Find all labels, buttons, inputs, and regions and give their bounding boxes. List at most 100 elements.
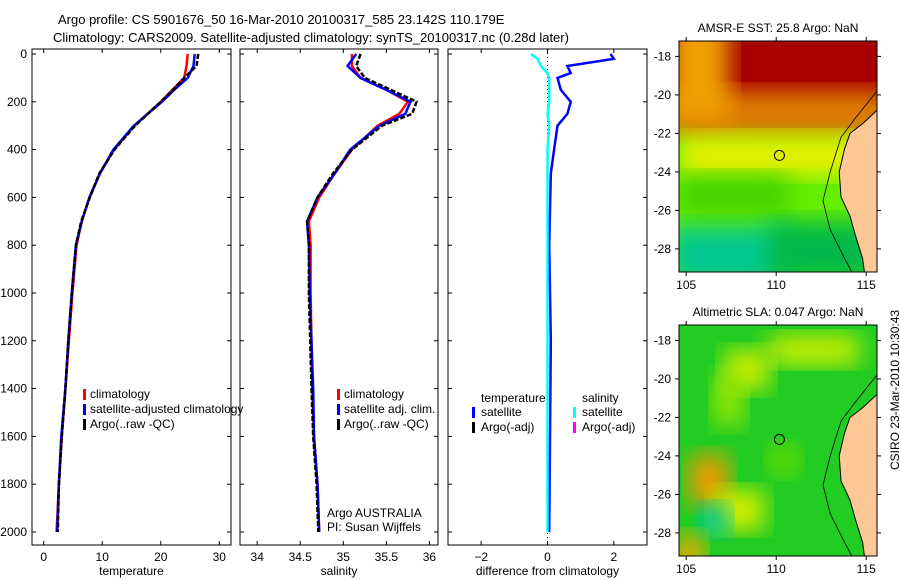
field-patch xyxy=(679,535,704,556)
x-axis-label: salinity xyxy=(321,564,358,578)
series-line-satellite-adjusted-climatology xyxy=(55,53,196,533)
legend-swatch xyxy=(337,389,340,400)
axes-box xyxy=(31,48,232,546)
field-patch xyxy=(699,505,729,535)
map-field xyxy=(679,325,877,556)
legend-label: climatology xyxy=(344,387,404,401)
annotation-text: Argo AUSTRALIA xyxy=(327,506,422,520)
legend-swatch xyxy=(337,404,340,415)
y-tick-label: 1600 xyxy=(0,429,27,443)
land xyxy=(838,393,877,556)
legend-swatch xyxy=(83,419,86,430)
legend-label: Argo(-adj) xyxy=(582,420,635,434)
series-line-climatology xyxy=(55,53,189,533)
y-tick-label: -18 xyxy=(654,333,672,347)
series-line-argo-raw-qc- xyxy=(56,53,200,533)
x-tick-label: 10 xyxy=(96,550,110,564)
y-tick-label: -24 xyxy=(654,449,672,463)
credit-text: CSIRO 23-Mar-2010 10:30:43 xyxy=(888,309,900,470)
map-frame xyxy=(678,324,878,557)
x-axis-label: difference from climatology xyxy=(476,564,619,578)
legend-swatch xyxy=(337,419,340,430)
y-tick-label: -22 xyxy=(654,410,672,424)
legend-label: Argo(-adj) xyxy=(481,420,534,434)
y-tick-label: 1000 xyxy=(0,286,27,300)
legend-swatch xyxy=(83,404,86,415)
y-tick-label: -18 xyxy=(654,49,672,63)
legend-label: satellite adj. clim. xyxy=(344,402,435,416)
y-tick-label: 1200 xyxy=(0,334,27,348)
argo-position-marker xyxy=(773,149,785,161)
legend-label: climatology xyxy=(90,387,150,401)
y-tick-label: 1800 xyxy=(0,477,27,491)
x-tick-label: 110 xyxy=(767,278,786,292)
x-tick-label: 105 xyxy=(676,562,696,576)
x-tick-label: 36 xyxy=(423,550,437,564)
x-tick-label: 110 xyxy=(767,562,786,576)
panel-temp: 0 10 20 30 0 200 400 600 800 1000 1200 1400 1600 1800… xyxy=(0,47,243,578)
map-frame xyxy=(678,40,878,273)
axes-box xyxy=(239,48,439,546)
map-title: Altimetric SLA: 0.047 Argo: NaN xyxy=(693,305,864,319)
land xyxy=(838,109,877,272)
x-tick-label: 2 xyxy=(610,550,617,564)
x-tick-label: −2 xyxy=(474,550,488,564)
y-tick-label: -26 xyxy=(654,487,672,501)
legend-label: Argo(..raw -QC) xyxy=(90,417,175,431)
x-tick-label: 34.5 xyxy=(289,550,313,564)
map-sst: AMSR-E SST: 25.8 Argo: NaN 105 110 115 -18 -2… xyxy=(654,21,881,292)
x-tick-label: 0 xyxy=(40,550,47,564)
y-tick-label: 600 xyxy=(7,190,27,204)
legend-swatch xyxy=(83,389,86,400)
map-field xyxy=(679,41,877,272)
figure-title-line1: Argo profile: CS 5901676_50 16-Mar-2010 … xyxy=(58,12,505,27)
series-line-climatology xyxy=(307,54,410,533)
legend-label: satellite-adjusted climatology xyxy=(90,402,243,416)
y-tick-label: 1400 xyxy=(0,382,27,396)
series-line-argo-raw-qc- xyxy=(305,53,419,533)
x-tick-label: 30 xyxy=(213,550,227,564)
field-patch xyxy=(769,445,799,475)
legend-header: salinity xyxy=(582,391,619,405)
shelf-contour xyxy=(822,90,877,272)
x-tick-label: 105 xyxy=(676,278,696,292)
shelf-contour xyxy=(822,374,877,556)
y-tick-label: 400 xyxy=(7,143,27,157)
series-line-satellite-adj-clim- xyxy=(305,53,413,533)
legend-swatch xyxy=(472,422,475,433)
legend-swatch xyxy=(573,422,576,433)
field-patch xyxy=(714,375,744,425)
field-patch xyxy=(769,335,859,365)
y-tick-label: -24 xyxy=(654,165,672,179)
annotation-text: PI: Susan Wijffels xyxy=(327,520,421,534)
x-tick-label: 20 xyxy=(154,550,168,564)
legend-swatch xyxy=(472,407,475,418)
field-patch xyxy=(679,41,729,121)
x-tick-label: 34 xyxy=(251,550,265,564)
x-axis-label: temperature xyxy=(99,564,164,578)
y-tick-label: -28 xyxy=(654,242,672,256)
x-tick-label: 115 xyxy=(857,562,876,576)
y-tick-label: -20 xyxy=(654,88,672,102)
map-title: AMSR-E SST: 25.8 Argo: NaN xyxy=(698,21,859,35)
x-tick-label: 115 xyxy=(857,278,876,292)
legend-label: Argo(..raw -QC) xyxy=(344,417,429,431)
y-tick-label: -28 xyxy=(654,526,672,540)
y-tick-label: 0 xyxy=(20,47,27,61)
y-tick-label: -22 xyxy=(654,126,672,140)
series-line-temperature-satellite xyxy=(547,53,616,533)
y-tick-label: -20 xyxy=(654,372,672,386)
legend-header: temperature xyxy=(481,391,546,405)
figure-title-line2: Climatology: CARS2009. Satellite-adjuste… xyxy=(53,30,569,45)
y-tick-label: 200 xyxy=(7,95,27,109)
series-line-salinity-satellite xyxy=(530,52,551,532)
argo-position-marker xyxy=(773,433,785,445)
x-tick-label: 0 xyxy=(544,550,551,564)
x-tick-label: 35.5 xyxy=(375,550,399,564)
y-tick-label: 800 xyxy=(7,238,27,252)
legend-label: satellite xyxy=(481,405,522,419)
panel-sal: 34 34.5 35 35.5 36 salinity climatologysatelli… xyxy=(239,48,439,578)
